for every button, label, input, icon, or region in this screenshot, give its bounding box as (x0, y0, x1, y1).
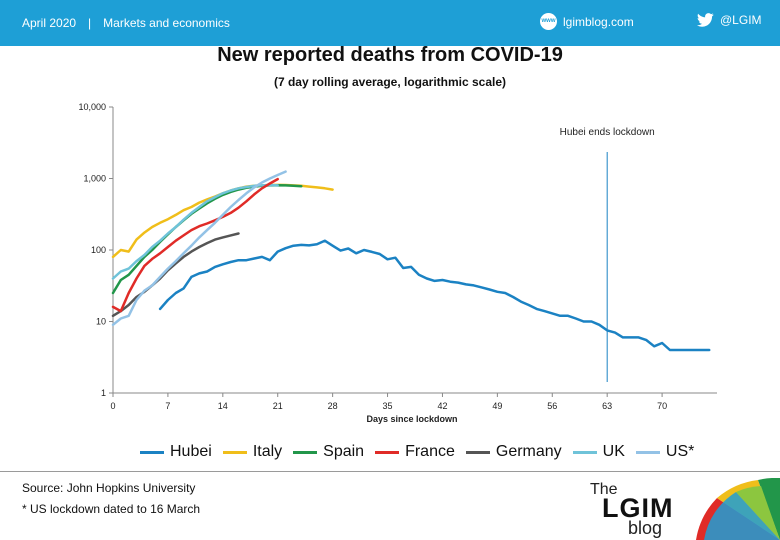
series-line-germany (111, 232, 240, 318)
chart-subtitle: (7 day rolling average, logarithmic scal… (273, 75, 507, 89)
site-link[interactable]: www lgimblog.com (540, 13, 634, 30)
logo-the: The (590, 481, 618, 498)
legend-item-italy: Italy (222, 443, 283, 461)
legend-label-germany: Germany (495, 443, 562, 460)
globe-icon: www (540, 13, 557, 30)
legend-swatch-france (375, 450, 400, 454)
legend-swatch-spain (293, 450, 318, 454)
header-separator: | (88, 16, 92, 30)
legend-label-uk: UK (602, 443, 625, 460)
covid-deaths-chart: 1 10 100 1,000 10,000 0 7 14 21 28 35 42 49 56 63 70 Day… (78, 102, 717, 424)
y-tick-label: 1 (101, 388, 106, 398)
source-note: Source: John Hopkins University (22, 481, 196, 495)
lgim-blog-logo: The LGIM blog (586, 478, 780, 540)
x-tick-label: 70 (657, 401, 667, 411)
series-line-uk (111, 183, 279, 280)
legend-swatch-italy (222, 450, 247, 454)
x-tick-label: 56 (547, 401, 557, 411)
logo-lgim: LGIM (602, 493, 674, 523)
x-tick-label: 42 (437, 401, 447, 411)
legend-swatch-germany (465, 450, 490, 454)
legend-item-uk: UK (572, 443, 625, 461)
y-tick-label: 10,000 (78, 102, 106, 112)
legend-label-hubei: Hubei (170, 443, 212, 460)
legend-swatch-us (635, 450, 660, 454)
legend-item-germany: Germany (465, 443, 562, 461)
twitter-link[interactable]: @LGIM (697, 13, 762, 27)
x-tick-label: 63 (602, 401, 612, 411)
x-axis-label: Days since lockdown (366, 414, 457, 424)
legend-item-spain: Spain (293, 443, 364, 461)
header-section-link[interactable]: Markets and economics (103, 16, 230, 30)
x-tick-label: 28 (328, 401, 338, 411)
x-tick-label: 21 (273, 401, 283, 411)
header-breadcrumb: April 2020 | Markets and economics (22, 16, 230, 30)
y-tick-label: 1,000 (83, 174, 106, 184)
annotation-label: Hubei ends lockdown (560, 127, 655, 138)
legend-item-hubei: Hubei (140, 443, 212, 461)
x-tick-label: 14 (218, 401, 228, 411)
x-tick-label: 0 (110, 401, 115, 411)
legend-label-spain: Spain (323, 443, 365, 460)
legend-label-france: France (405, 443, 455, 460)
header-bar: April 2020 | Markets and economics www lgi… (0, 0, 780, 46)
y-tick-label: 10 (96, 317, 106, 327)
twitter-handle: @LGIM (720, 13, 762, 27)
series-line-france (111, 177, 279, 313)
y-tick-label: 100 (91, 245, 106, 255)
legend-label-italy: Italy (252, 443, 283, 460)
site-label: lgimblog.com (563, 14, 634, 29)
logo-blog: blog (628, 518, 663, 538)
legend-swatch-hubei (140, 450, 164, 454)
legend-swatch-uk (572, 450, 597, 454)
twitter-bird-icon (697, 13, 714, 27)
umbrella-graphic (696, 478, 780, 540)
chart-title: New reported deaths from COVID-19 (217, 44, 563, 66)
x-tick-label: 7 (165, 401, 170, 411)
x-tick-label: 35 (383, 401, 393, 411)
legend-item-france: France (375, 443, 455, 461)
legend-item-us: US* (635, 443, 695, 461)
series-line-us (111, 170, 287, 327)
footnote: * US lockdown dated to 16 March (22, 502, 201, 516)
series-line-hubei (158, 239, 711, 352)
header-date: April 2020 (22, 16, 77, 30)
chart-legend: Hubei Italy Spain France Germany UK US* (140, 443, 705, 461)
x-tick-label: 49 (492, 401, 502, 411)
footer-divider (0, 471, 780, 472)
legend-label-us: US* (665, 443, 695, 460)
